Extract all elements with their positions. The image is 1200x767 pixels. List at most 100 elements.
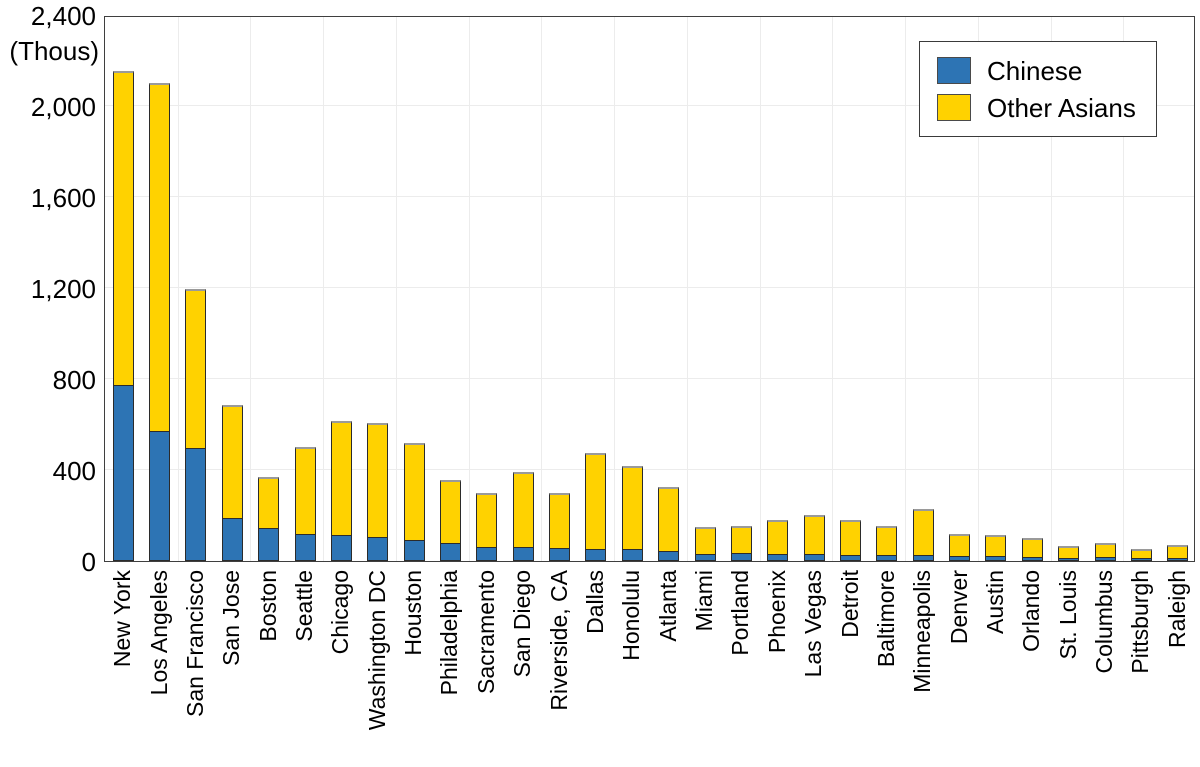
- x-tick-label-orlando: Orlando: [1018, 570, 1045, 652]
- y-tick-label-800: 800: [52, 365, 96, 395]
- segment-other-asians: [549, 492, 571, 549]
- vgridline-28: [1123, 17, 1125, 561]
- vgridline-18: [759, 17, 761, 561]
- segment-chinese: [294, 534, 316, 561]
- vgridline-22: [905, 17, 907, 561]
- segment-chinese: [112, 384, 134, 561]
- y-tick-label-400: 400: [52, 456, 96, 486]
- bar-austin: [985, 535, 1007, 561]
- segment-chinese: [1058, 557, 1080, 561]
- y-tick-label-2000: 2,000: [30, 92, 96, 122]
- bar-denver: [949, 533, 971, 561]
- vgridline-26: [1050, 17, 1052, 561]
- x-tick-label-detroit: Detroit: [836, 570, 863, 638]
- x-tick-label-miami: Miami: [691, 570, 718, 632]
- x-tick-label-washington-dc: Washington DC: [363, 570, 390, 731]
- vgridline-8: [395, 17, 397, 561]
- x-tick-label-dallas: Dallas: [581, 570, 608, 634]
- segment-other-asians: [112, 70, 134, 386]
- bar-pittsburgh: [1130, 548, 1152, 561]
- bar-atlanta: [658, 486, 680, 561]
- bar-san-francisco: [185, 289, 207, 561]
- x-tick-label-chicago: Chicago: [327, 570, 354, 655]
- segment-chinese: [912, 555, 934, 561]
- segment-chinese: [658, 550, 680, 561]
- bar-riverside-ca: [549, 492, 571, 561]
- segment-other-asians: [330, 420, 352, 537]
- x-tick-label-boston: Boston: [254, 570, 281, 642]
- segment-chinese: [367, 536, 389, 561]
- segment-chinese: [985, 556, 1007, 561]
- segment-other-asians: [876, 526, 898, 556]
- vgridline-12: [541, 17, 543, 561]
- segment-chinese: [1094, 557, 1116, 561]
- bar-dallas: [585, 452, 607, 561]
- x-tick-label-austin: Austin: [981, 570, 1008, 634]
- segment-chinese: [439, 542, 461, 561]
- bar-boston: [258, 476, 280, 561]
- segment-chinese: [403, 540, 425, 561]
- x-tick-label-columbus: Columbus: [1091, 570, 1118, 674]
- y-tick-label-1600: 1,600: [30, 183, 96, 213]
- segment-other-asians: [585, 452, 607, 550]
- segment-other-asians: [294, 447, 316, 536]
- x-tick-label-riverside-ca: Riverside, CA: [545, 570, 572, 711]
- x-tick-label-phoenix: Phoenix: [763, 570, 790, 654]
- bar-philadelphia: [439, 480, 461, 561]
- x-tick-label-sacramento: Sacramento: [472, 570, 499, 695]
- vgridline-2: [177, 17, 179, 561]
- bar-portland: [730, 526, 752, 561]
- segment-chinese: [621, 549, 643, 561]
- segment-other-asians: [949, 533, 971, 558]
- segment-chinese: [876, 554, 898, 561]
- x-tick-label-philadelphia: Philadelphia: [436, 570, 463, 696]
- x-tick-label-new-york: New York: [109, 570, 136, 668]
- y-tick-label-1200: 1,200: [30, 274, 96, 304]
- segment-chinese: [476, 546, 498, 561]
- segment-chinese: [730, 552, 752, 561]
- x-tick-label-san-francisco: San Francisco: [181, 570, 208, 718]
- y-tick-label-2400: 2,400: [30, 1, 96, 31]
- vgridline-6: [323, 17, 325, 561]
- x-tick-label-baltimore: Baltimore: [872, 570, 899, 668]
- legend-label-other-asians: Other Asians: [987, 92, 1136, 123]
- segment-chinese: [694, 553, 716, 561]
- segment-other-asians: [439, 480, 461, 544]
- vgridline-20: [832, 17, 834, 561]
- segment-chinese: [949, 556, 971, 561]
- segment-other-asians: [258, 476, 280, 529]
- segment-other-asians: [221, 405, 243, 519]
- legend-item-other-asians: Other Asians: [937, 94, 1156, 121]
- x-tick-label-denver: Denver: [945, 570, 972, 645]
- hgridline-800: [105, 378, 1194, 379]
- segment-other-asians: [694, 527, 716, 555]
- legend-swatch-chinese: [937, 57, 971, 84]
- vgridline-4: [250, 17, 252, 561]
- segment-chinese: [221, 517, 243, 561]
- bar-los-angeles: [149, 83, 171, 561]
- x-tick-label-honolulu: Honolulu: [618, 570, 645, 661]
- bar-houston: [403, 442, 425, 561]
- bar-new-york: [112, 70, 134, 561]
- segment-other-asians: [767, 519, 789, 555]
- vgridline-16: [686, 17, 688, 561]
- segment-chinese: [149, 431, 171, 561]
- legend-swatch-other-asians: [937, 94, 971, 121]
- x-tick-label-portland: Portland: [727, 570, 754, 656]
- x-tick-label-seattle: Seattle: [291, 570, 318, 642]
- segment-other-asians: [1167, 545, 1189, 560]
- segment-chinese: [1130, 558, 1152, 561]
- bar-st-louis: [1058, 546, 1080, 561]
- legend-label-chinese: Chinese: [987, 55, 1083, 86]
- bar-orlando: [1021, 537, 1043, 561]
- bar-columbus: [1094, 542, 1116, 561]
- hgridline-1600: [105, 196, 1194, 197]
- bar-seattle: [294, 447, 316, 561]
- segment-chinese: [585, 548, 607, 561]
- x-tick-label-las-vegas: Las Vegas: [800, 570, 827, 678]
- bar-baltimore: [876, 526, 898, 561]
- segment-other-asians: [476, 492, 498, 548]
- segment-other-asians: [803, 514, 825, 556]
- bar-miami: [694, 527, 716, 561]
